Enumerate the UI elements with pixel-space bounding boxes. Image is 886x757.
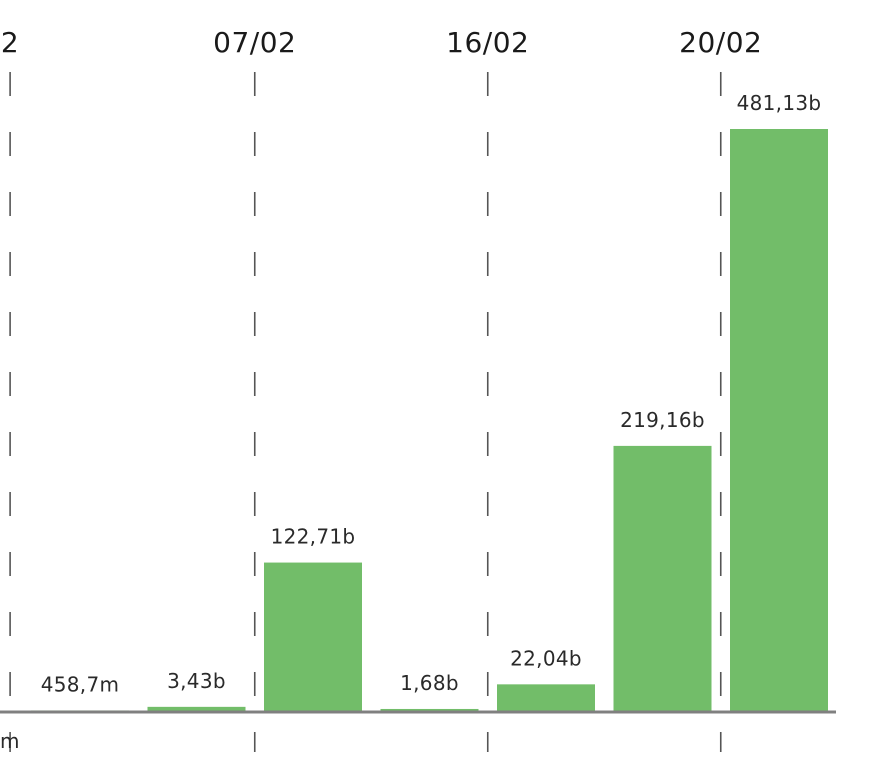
- bar: [147, 706, 246, 711]
- bar: [497, 684, 595, 711]
- bar-value-label: 481,13b: [737, 91, 822, 115]
- value-labels: 458,7m 3,43b 122,71b 1,68b 22,04b 219,16b 481,…: [41, 91, 822, 696]
- bar: [730, 129, 828, 711]
- bar-value-label: 122,71b: [271, 525, 356, 549]
- date-markers: 2 07/02 16/02 20/02: [1, 26, 762, 752]
- bar-value-label: 458,7m: [41, 672, 120, 696]
- bar-value-label: 22,04b: [510, 646, 582, 670]
- date-label: 20/02: [679, 26, 762, 59]
- bar: [380, 708, 479, 711]
- date-label: 16/02: [446, 26, 529, 59]
- bar-value-label: 1,68b: [400, 671, 459, 695]
- partial-value-label: m: [0, 729, 20, 752]
- bar: [613, 445, 712, 711]
- date-label: 2: [1, 26, 19, 59]
- bar-value-label: 219,16b: [620, 408, 705, 432]
- bar: [264, 562, 362, 711]
- bars: [31, 129, 828, 711]
- date-label: 07/02: [213, 26, 296, 59]
- bar-value-label: 3,43b: [167, 669, 226, 693]
